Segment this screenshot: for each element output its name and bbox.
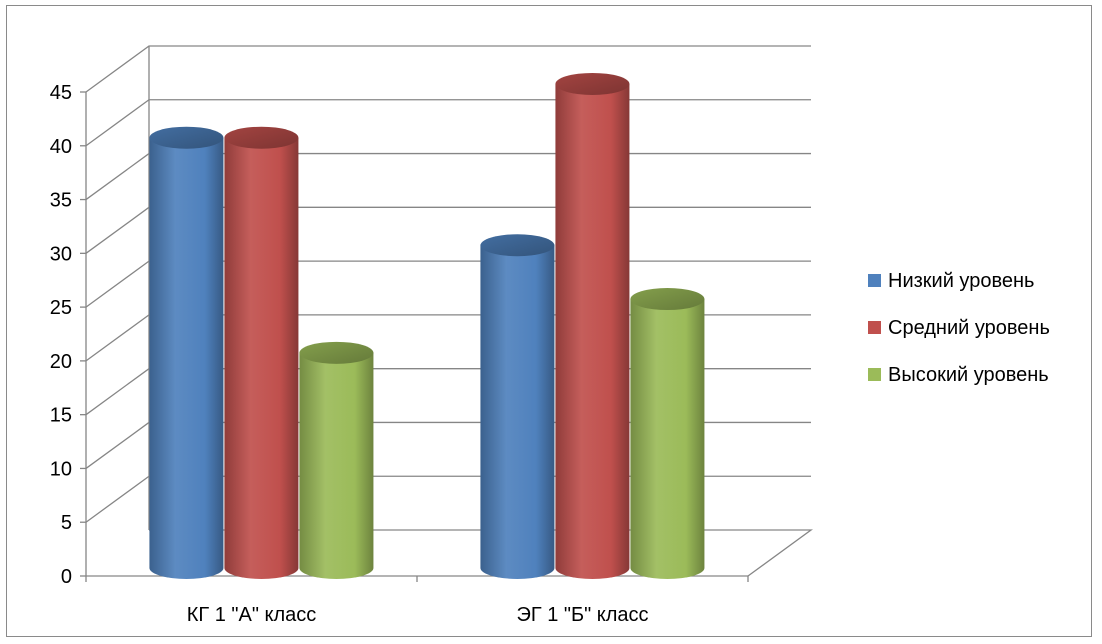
bar bbox=[149, 126, 224, 579]
y-tick-label: 10 bbox=[50, 458, 72, 480]
bar-top bbox=[149, 126, 224, 149]
y-axis-ticks: 0 5 10 15 20 25 30 35 40 45 bbox=[50, 82, 749, 588]
legend-swatch bbox=[868, 321, 881, 334]
legend-swatch bbox=[868, 368, 881, 381]
bar-body bbox=[149, 137, 224, 579]
gridline bbox=[85, 45, 811, 93]
bars bbox=[149, 72, 705, 579]
y-tick-label: 0 bbox=[61, 566, 72, 588]
bar-body bbox=[630, 299, 705, 579]
bar bbox=[630, 288, 705, 579]
bar-top bbox=[480, 234, 555, 257]
legend: Низкий уровень Средний уровень Высокий уро… bbox=[868, 270, 1050, 386]
legend-item: Средний уровень bbox=[868, 317, 1050, 339]
bar bbox=[299, 341, 374, 579]
legend-swatch bbox=[868, 274, 881, 287]
legend-label: Высокий уровень bbox=[888, 364, 1049, 386]
bar-body bbox=[555, 83, 630, 579]
x-axis-labels: КГ 1 "А" класс ЭГ 1 "Б" класс bbox=[187, 604, 649, 626]
x-category-label: ЭГ 1 "Б" класс bbox=[516, 604, 648, 626]
bar-body bbox=[224, 137, 299, 579]
y-tick-label: 5 bbox=[61, 512, 72, 534]
y-tick-label: 20 bbox=[50, 351, 72, 373]
legend-item: Высокий уровень bbox=[868, 364, 1049, 386]
legend-item: Низкий уровень bbox=[868, 270, 1034, 292]
bar-top bbox=[299, 341, 374, 364]
bar-body bbox=[299, 352, 374, 579]
bar-top bbox=[224, 126, 299, 149]
y-tick-label: 35 bbox=[50, 190, 72, 212]
bar-top bbox=[630, 288, 705, 311]
y-tick-label: 15 bbox=[50, 405, 72, 427]
y-tick-label: 30 bbox=[50, 243, 72, 265]
y-tick-label: 25 bbox=[50, 297, 72, 319]
legend-label: Низкий уровень bbox=[888, 270, 1034, 292]
y-tick-label: 40 bbox=[50, 136, 72, 158]
x-category-label: КГ 1 "А" класс bbox=[187, 604, 317, 626]
bar-top bbox=[555, 72, 630, 95]
bar bbox=[224, 126, 299, 579]
bar-body bbox=[480, 245, 555, 579]
y-tick-label: 45 bbox=[50, 82, 72, 104]
bar bbox=[480, 234, 555, 579]
bar bbox=[555, 72, 630, 579]
legend-label: Средний уровень bbox=[888, 317, 1050, 339]
